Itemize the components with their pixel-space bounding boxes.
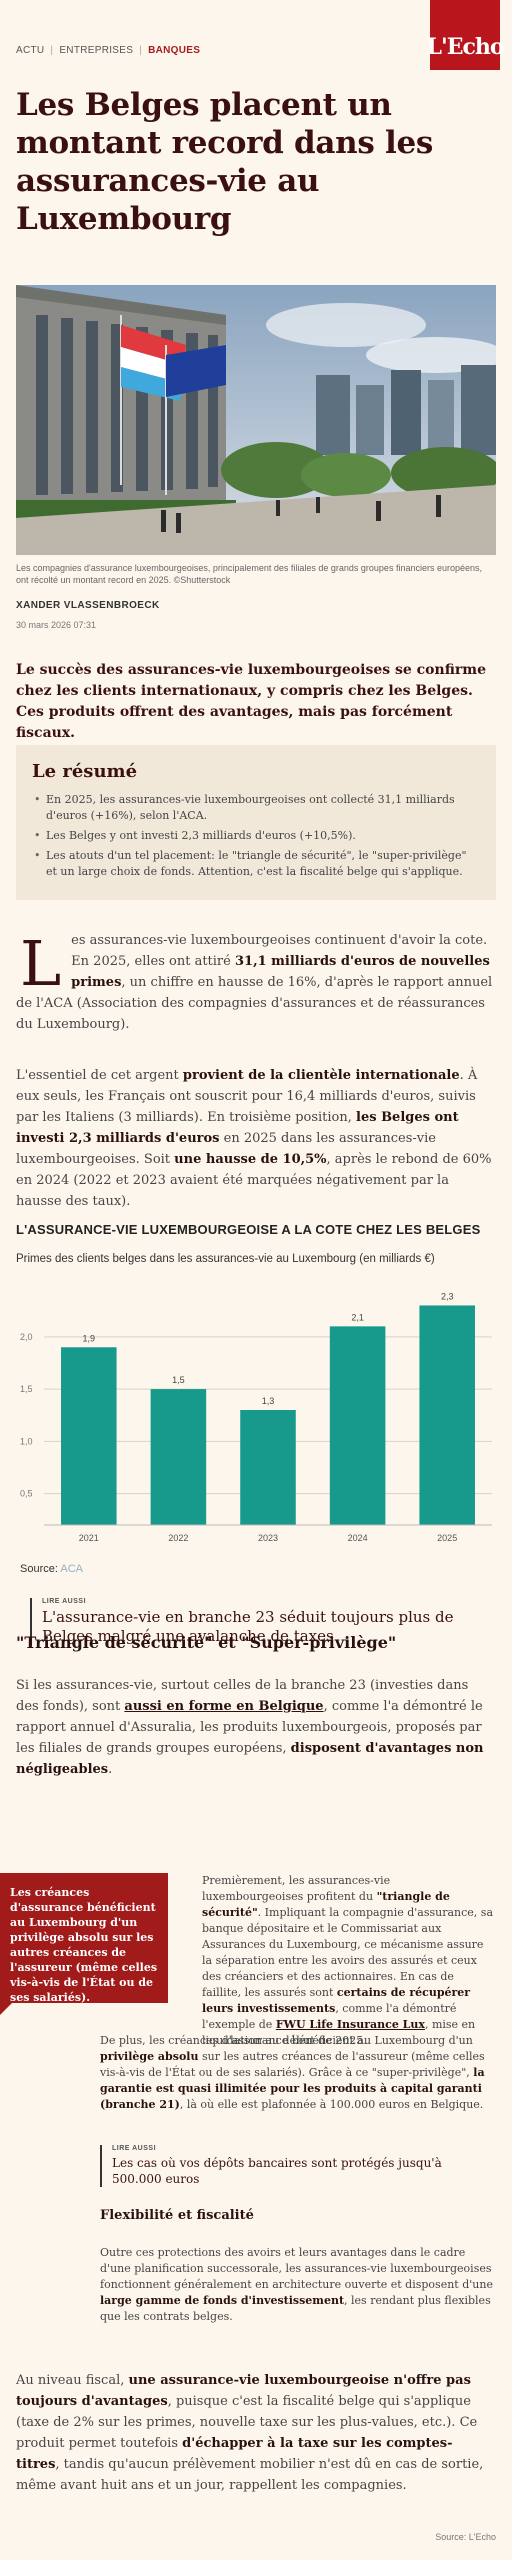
hero-image: [16, 285, 496, 555]
read-also-tag: LIRE AUSSI: [112, 2145, 157, 2152]
chart-bar: [419, 1305, 475, 1525]
read-also-box: LIRE AUSSI Les cas où vos dépôts bancair…: [100, 2145, 480, 2187]
summary-item: Les Belges y ont investi 2,3 milliards d…: [32, 828, 480, 844]
footer-source: Source: L'Echo: [435, 2532, 496, 2542]
inline-link-fwu[interactable]: FWU Life Insurance Lux: [275, 2018, 425, 2031]
chart-y-tick-label: 1,5: [20, 1384, 33, 1394]
summary-item: Les atouts d'un tel placement: le "trian…: [32, 848, 480, 880]
chart-source: Source: ACA: [20, 1563, 83, 1575]
inline-link[interactable]: aussi en forme en Belgique: [124, 1699, 324, 1714]
breadcrumb-separator: |: [50, 45, 54, 56]
chart-x-tick-label: 2021: [79, 1533, 99, 1543]
breadcrumb-item-banques[interactable]: BANQUES: [148, 45, 201, 56]
section-heading: "Triangle de sécurité" et "Super-privilè…: [16, 1633, 397, 1652]
body-paragraph-7: Au niveau fiscal, une assurance-vie luxe…: [16, 2373, 484, 2493]
summary-box: Le résumé En 2025, les assurances-vie lu…: [16, 745, 496, 900]
body-paragraph-5: De plus, les créances d'assurance bénéfi…: [100, 2034, 485, 2111]
dropcap: L: [20, 927, 62, 1000]
chart-y-tick-label: 0,5: [20, 1489, 33, 1499]
summary-list: En 2025, les assurances-vie luxembourgeo…: [32, 792, 480, 880]
chart-x-tick-label: 2022: [168, 1533, 188, 1543]
chart-y-tick-label: 2,0: [20, 1332, 33, 1342]
author-name[interactable]: XANDER VLASSENBROECK: [16, 600, 160, 611]
chart-source-label: Source:: [20, 1563, 61, 1575]
breadcrumb-item-entreprises[interactable]: ENTREPRISES: [59, 45, 134, 56]
chart-title: L'ASSURANCE-VIE LUXEMBOURGEOISE A LA COT…: [16, 1222, 481, 1237]
breadcrumb-separator: |: [139, 45, 143, 56]
body-paragraph-2: L'essentiel de cet argent provient de la…: [16, 1068, 492, 1209]
publish-date: 30 mars 2026 07:31: [16, 620, 97, 630]
bar-chart: 0,5 1,0 1,5 2,0 1,9 2021 1,5 2022 1,3 2023 2,1 2024…: [16, 1275, 496, 1550]
summary-item: En 2025, les assurances-vie luxembourgeo…: [32, 792, 480, 824]
chart-x-tick-label: 2025: [437, 1533, 457, 1543]
chart-bar: [61, 1347, 117, 1525]
chart-source-link[interactable]: ACA: [60, 1563, 83, 1575]
breadcrumb: ACTU | ENTREPRISES | BANQUES: [16, 45, 200, 56]
chart-x-tick-label: 2024: [348, 1533, 368, 1543]
body-paragraph-4: Premièrement, les assurances-vie luxembo…: [202, 1874, 494, 2047]
chart-data-label: 1,9: [83, 1333, 96, 1343]
read-also-tag: LIRE AUSSI: [42, 1598, 87, 1605]
article-lede: Le succès des assurances-vie luxembourge…: [16, 662, 486, 741]
body-paragraph-3: Si les assurances-vie, surtout celles de…: [16, 1678, 484, 1777]
lecho-logo[interactable]: L'Echo: [426, 0, 505, 70]
chart-bar: [240, 1410, 296, 1525]
pull-quote: Les créances d'assurance bénéficient au …: [0, 1873, 168, 2015]
chart-data-label: 1,5: [172, 1375, 185, 1385]
section-heading: Flexibilité et fiscalité: [100, 2208, 254, 2223]
summary-title: Le résumé: [32, 761, 138, 782]
chart-data-label: 2,1: [351, 1312, 364, 1322]
breadcrumb-item-actu[interactable]: ACTU: [16, 45, 45, 56]
hero-caption: Les compagnies d'assurance luxembourgeoi…: [16, 563, 482, 585]
chart-bar: [150, 1389, 207, 1525]
chart-subtitle: Primes des clients belges dans les assur…: [16, 1253, 435, 1265]
read-also-link[interactable]: Les cas où vos dépôts bancaires sont pro…: [112, 2156, 442, 2186]
chart-y-tick-label: 1,0: [20, 1436, 33, 1446]
body-paragraph-6: Outre ces protections des avoirs et leur…: [100, 2246, 493, 2323]
chart-data-label: 2,3: [441, 1291, 454, 1301]
chart-x-tick-label: 2023: [258, 1533, 278, 1543]
chart-data-label: 1,3: [262, 1396, 275, 1406]
read-also-link[interactable]: L'assurance-vie en branche 23 séduit tou…: [42, 1608, 454, 1645]
article-headline: Les Belges placent un montant record dan…: [16, 87, 434, 237]
chart-bar: [329, 1326, 386, 1525]
read-also-box: LIRE AUSSI L'assurance-vie en branche 23…: [30, 1598, 470, 1646]
